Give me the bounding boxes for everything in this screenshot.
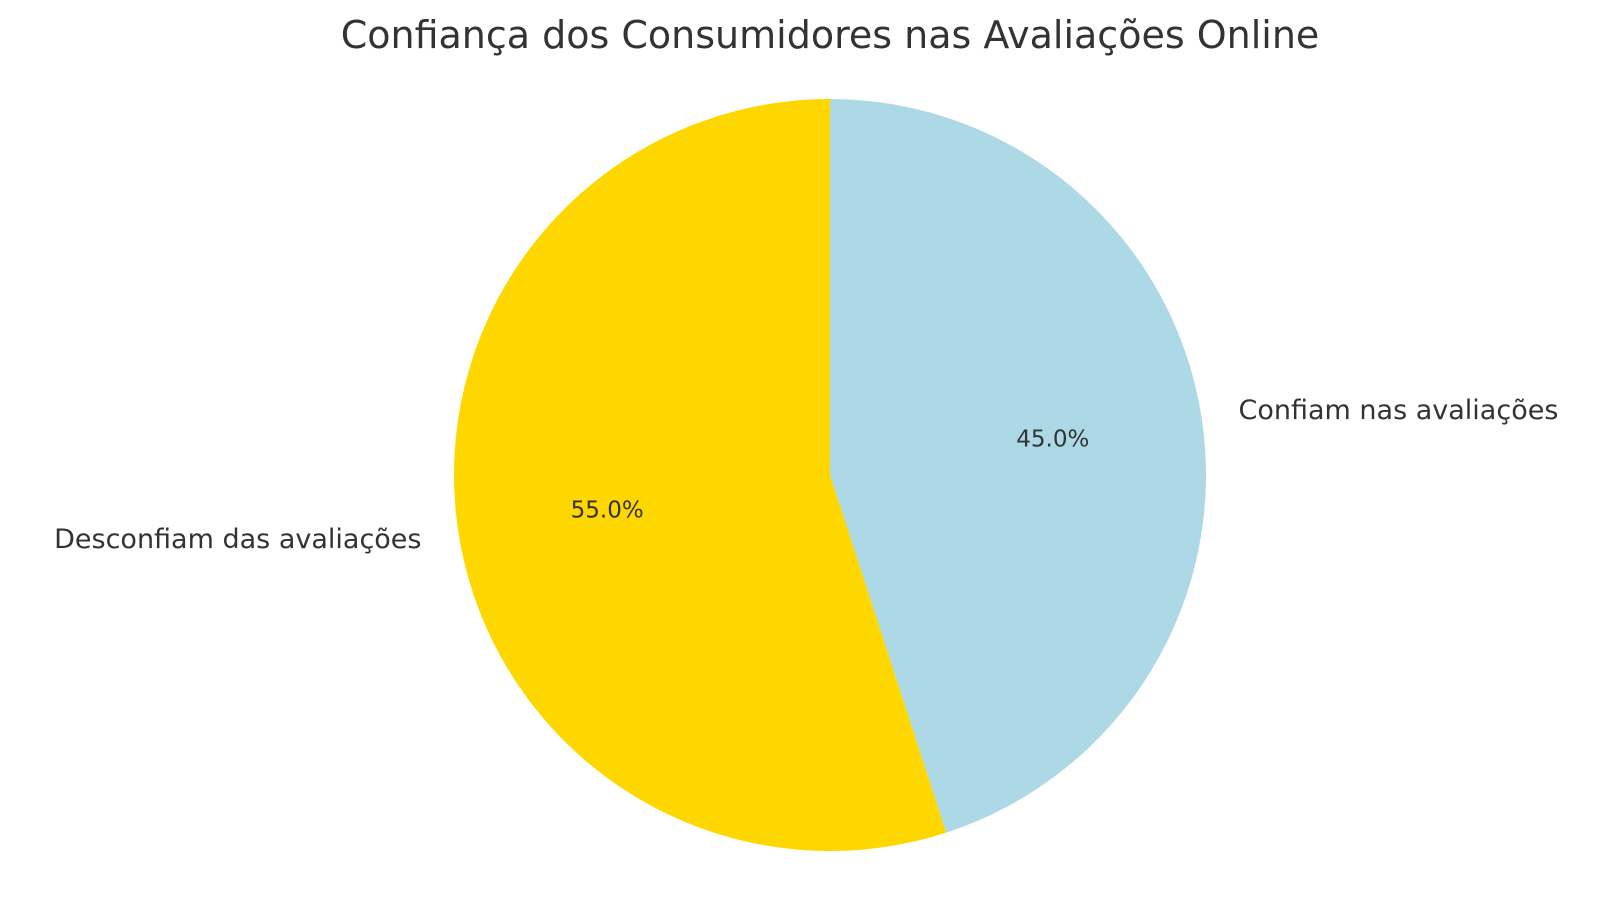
pie-slices xyxy=(454,99,1207,851)
pie-labels: 45.0% Confiam nas avaliações 55.0% Desconfi… xyxy=(54,395,1558,555)
pie-slice-1 xyxy=(454,99,947,851)
pie-pct-label-0: 45.0% xyxy=(1016,427,1089,453)
pie-category-label-0: Confiam nas avaliações xyxy=(1239,395,1559,426)
pie-pct-label-1: 55.0% xyxy=(571,497,644,523)
pie-slice-0 xyxy=(830,99,1207,833)
chart-title: Confiança dos Consumidores nas Avaliaçõe… xyxy=(341,13,1320,57)
pie-category-label-1: Desconfiam das avaliações xyxy=(54,524,421,555)
